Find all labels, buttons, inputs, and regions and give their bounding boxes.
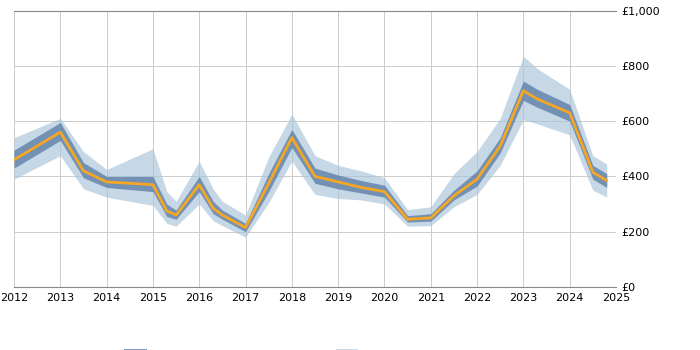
- Legend: Median, 25th to 75th Percentile Range, 10th to 90th Percentile Range: Median, 25th to 75th Percentile Range, 1…: [35, 345, 535, 350]
